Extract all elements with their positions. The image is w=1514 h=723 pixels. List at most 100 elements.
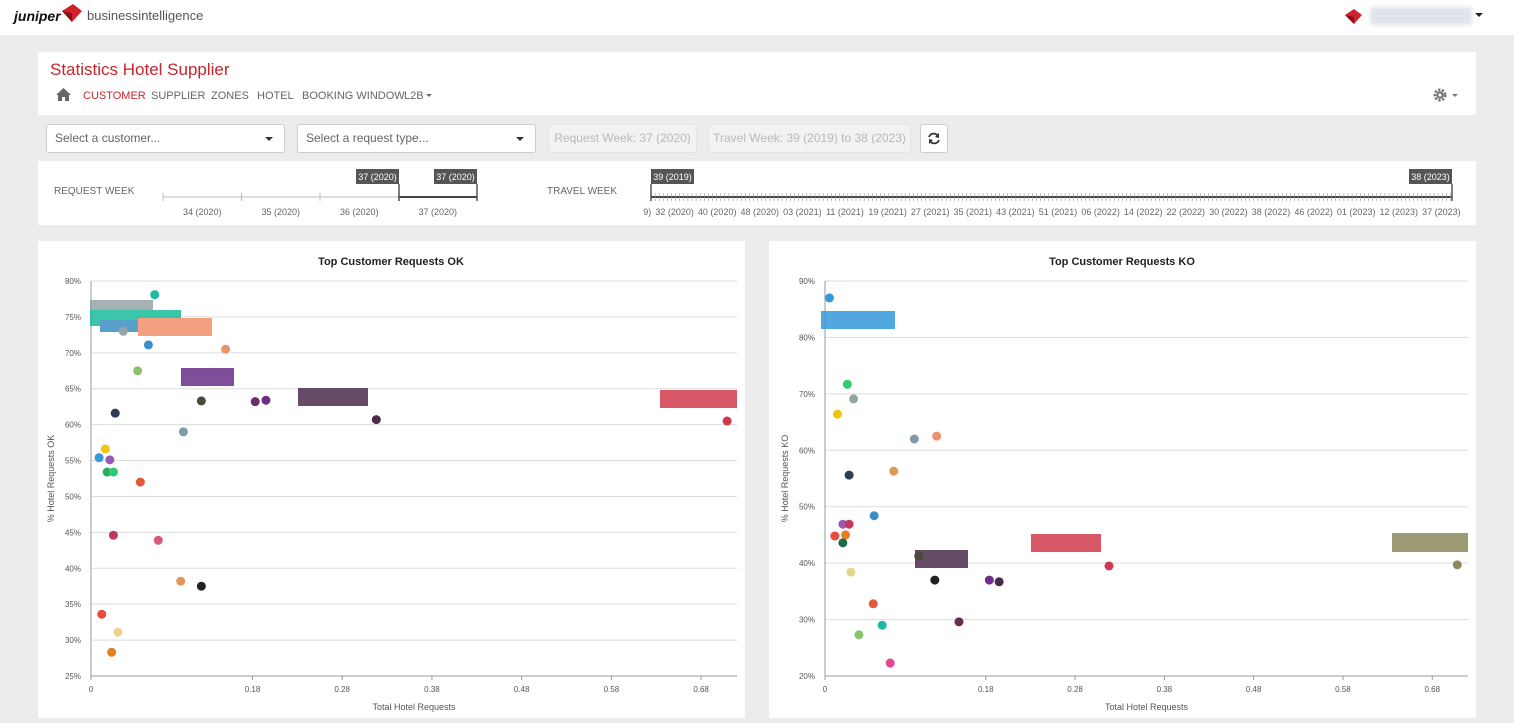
point — [221, 344, 231, 354]
blurred-label — [100, 320, 140, 332]
x-tick-label: 0.38 — [424, 685, 440, 694]
point — [954, 617, 964, 627]
home-icon[interactable] — [56, 88, 71, 101]
slider-tick-label: 12 (2023) — [1380, 207, 1419, 217]
nav-item[interactable]: SUPPLIER — [151, 90, 206, 102]
x-axis-title: Total Hotel Requests — [1105, 702, 1189, 712]
point — [150, 290, 160, 300]
point — [118, 326, 128, 336]
refresh-button[interactable] — [920, 124, 948, 153]
y-tick-label: 50% — [799, 503, 815, 512]
slider-handle-label: 39 (2019) — [653, 172, 692, 182]
point — [110, 408, 120, 418]
slider-handle-tooltip — [434, 169, 477, 184]
slider-tick-label: 51 (2021) — [1039, 207, 1078, 217]
point — [885, 658, 895, 668]
y-tick-label: 40% — [799, 559, 815, 568]
slider-tick-label: 40 (2020) — [698, 207, 737, 217]
nav-item[interactable]: HOTEL — [257, 90, 294, 102]
user-caret[interactable] — [1475, 13, 1483, 17]
refresh-icon — [928, 132, 940, 145]
nav-item[interactable]: CUSTOMER — [83, 90, 146, 102]
request-type-select[interactable]: Select a request type... — [297, 124, 536, 153]
x-tick-label: 0.68 — [693, 685, 709, 694]
user-name[interactable] — [1370, 7, 1472, 25]
point — [722, 416, 732, 426]
blurred-label — [915, 550, 968, 568]
point-labels — [821, 311, 1468, 568]
y-tick-label: 20% — [799, 672, 815, 681]
slider-tick-label: 32 (2020) — [655, 207, 694, 217]
travel-week-button[interactable]: Travel Week: 39 (2019) to 38 (2023) — [708, 124, 911, 153]
request-week-button[interactable]: Request Week: 37 (2020) — [548, 124, 697, 153]
point — [102, 467, 112, 477]
point — [909, 434, 919, 444]
point — [868, 599, 878, 609]
chart: Top Customer Requests KO Total Hotel Requ… — [780, 256, 1468, 712]
slider-tick-labels: 39 (2019) 32 (2020) 40 (2020) 48 (2020) 03 (… — [613, 207, 1461, 217]
point — [371, 415, 381, 425]
point — [838, 538, 848, 548]
header-panel — [38, 52, 1476, 115]
y-tick-label: 30% — [799, 616, 815, 625]
point — [261, 395, 271, 405]
point — [846, 567, 856, 577]
point — [196, 396, 206, 406]
chart: Top Customer Requests OK Total Hotel Requ… — [46, 256, 737, 712]
x-tick-label: 0 — [823, 685, 828, 694]
blurred-label — [1031, 534, 1101, 552]
slider-tick-label: 35 (2020) — [261, 207, 300, 217]
y-tick-label: 50% — [65, 492, 81, 501]
slider-handle-label: 37 (2020) — [358, 172, 397, 182]
y-tick-label: 45% — [65, 528, 81, 537]
chart-title: Top Customer Requests OK — [318, 256, 464, 268]
y-tick-label: 35% — [65, 600, 81, 609]
brand: juniper — [14, 8, 61, 24]
point — [196, 581, 206, 591]
nav-caret[interactable] — [426, 94, 432, 97]
nav-item[interactable]: ZONES — [211, 90, 249, 102]
point — [869, 511, 879, 521]
nav-item[interactable]: BOOKING WINDOW — [302, 90, 405, 102]
nav-item[interactable]: L2B — [404, 90, 424, 102]
user-icon — [1345, 9, 1362, 24]
slider-handle-label: 37 (2020) — [436, 172, 475, 182]
point — [984, 575, 994, 585]
blurred-label — [821, 311, 895, 329]
point — [914, 551, 924, 561]
x-tick-label: 0.58 — [1335, 685, 1351, 694]
point — [844, 519, 854, 529]
x-tick-label: 0.68 — [1424, 685, 1440, 694]
y-tick-label: 65% — [65, 385, 81, 394]
point — [143, 340, 153, 350]
slider-tick-label: 30 (2022) — [1209, 207, 1248, 217]
logo — [62, 4, 82, 22]
slider-handle-tooltip — [651, 169, 694, 184]
y-tick-label: 40% — [65, 564, 81, 573]
y-tick-label: 30% — [65, 636, 81, 645]
slider-panel — [38, 161, 1476, 225]
y-tick-label: 70% — [799, 390, 815, 399]
sliders: 34 (2020) 35 (2020) 36 (2020) 37 (2020) 37 (… — [162, 169, 1461, 217]
point — [830, 531, 840, 541]
slider-handle-label: 38 (2023) — [1411, 172, 1450, 182]
y-tick-label: 60% — [799, 446, 815, 455]
slider-tick-label: 39 (2019) — [613, 207, 652, 217]
blurred-label — [660, 390, 737, 408]
y-tick-label: 75% — [65, 313, 81, 322]
settings-icon[interactable] — [1433, 88, 1459, 103]
y-tick-label: 25% — [65, 672, 81, 681]
point — [153, 535, 163, 545]
point — [838, 519, 848, 529]
point — [176, 576, 186, 586]
y-axis-title: % Hotel Requests KO — [780, 435, 790, 523]
x-tick-label: 0.18 — [245, 685, 261, 694]
point — [842, 379, 852, 389]
point — [113, 627, 123, 637]
slider-tick-label: 37 (2020) — [418, 207, 457, 217]
point — [133, 366, 143, 376]
point — [1104, 561, 1114, 571]
x-tick-label: 0 — [89, 685, 94, 694]
customer-select[interactable]: Select a customer... — [46, 124, 285, 153]
